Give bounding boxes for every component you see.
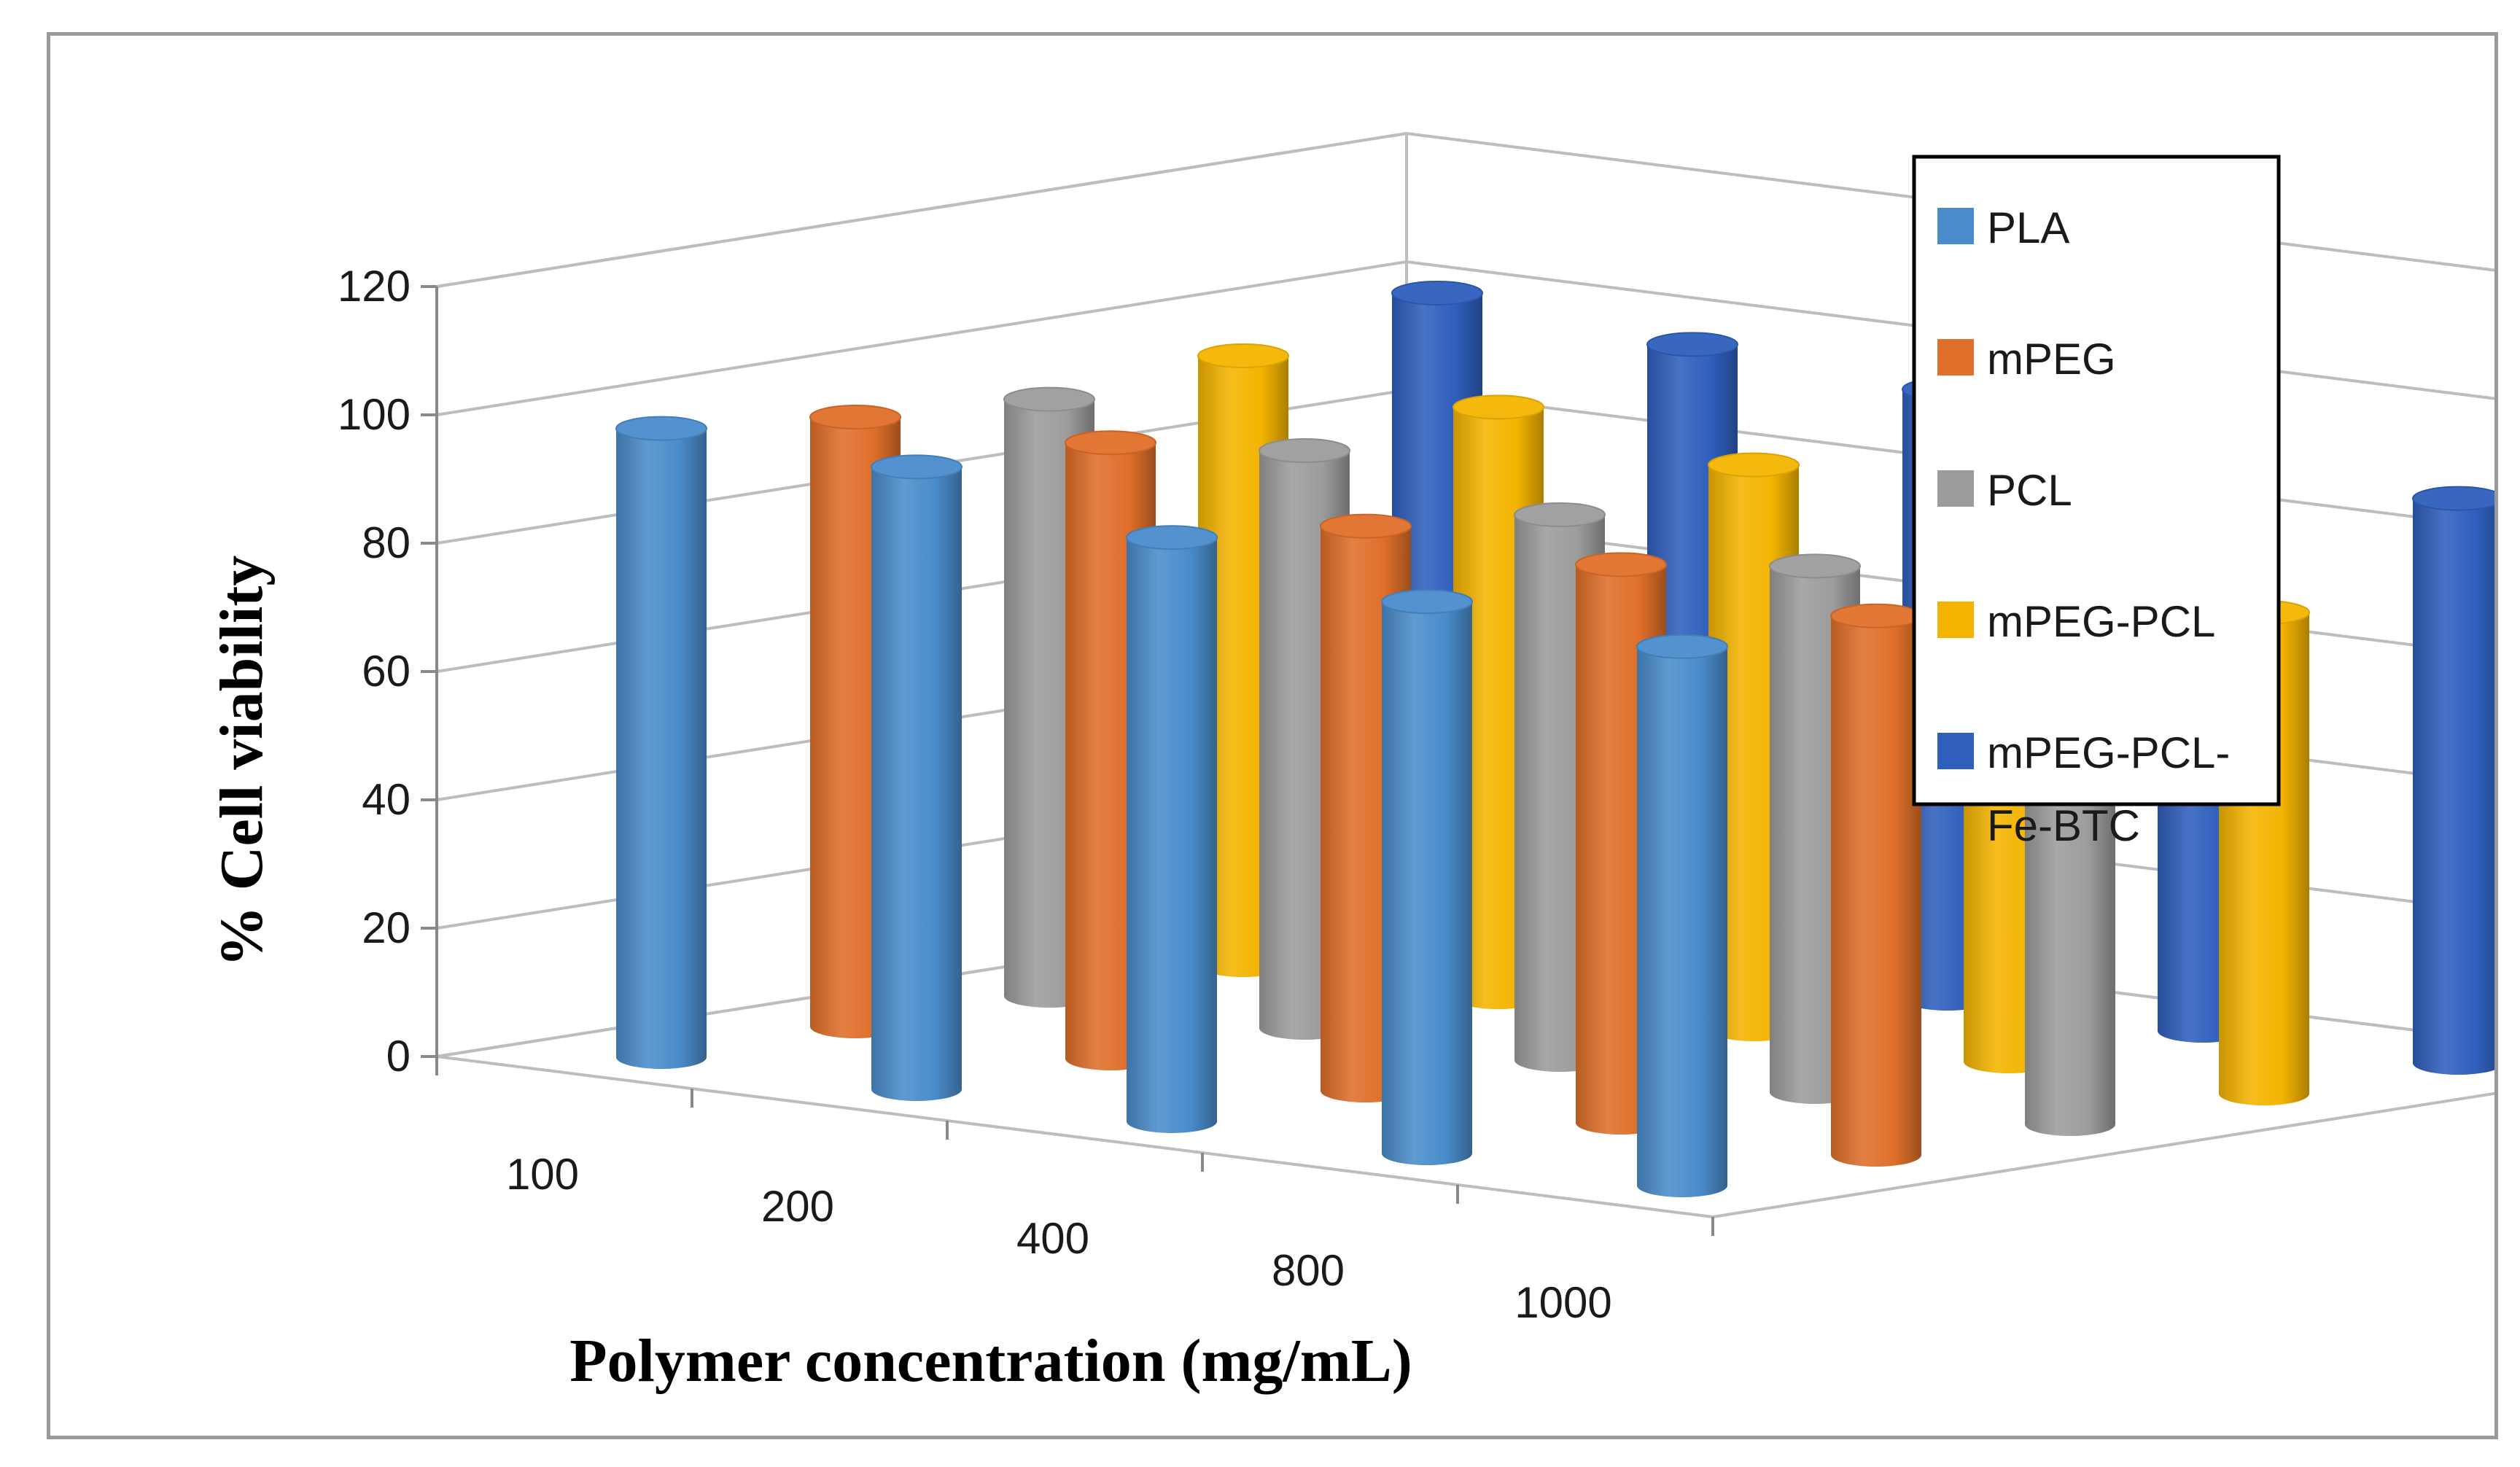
bars-group [615, 281, 2494, 1197]
axis-labels: % Cell viability Polymer concentration (… [208, 556, 1412, 1395]
bar-top [1636, 634, 1728, 659]
bar-top [1708, 452, 1800, 478]
bar-top [1003, 386, 1095, 412]
bar-body [1637, 646, 1727, 1197]
bar-top [1391, 281, 1483, 306]
bar-top [1126, 525, 1218, 550]
x-tick-label: 400 [1016, 1214, 1089, 1263]
y-tick-label: 40 [362, 775, 411, 824]
bar-top [1452, 394, 1544, 420]
y-tick-label: 80 [362, 518, 411, 567]
floor-front-edge [436, 1055, 1714, 1218]
chart-frame: 0 20 40 60 80 100 120 100 200 400 800 1000 % Cell v… [47, 32, 2498, 1439]
bar-top [1514, 502, 1606, 527]
chart-canvas: 0 20 40 60 80 100 120 100 200 400 800 1000 % Cell v… [208, 131, 2494, 1395]
bar-top [1065, 430, 1156, 456]
y-tick-label: 0 [386, 1032, 411, 1081]
legend-label: PCL [1987, 466, 2072, 515]
bar-top [2412, 486, 2494, 511]
bar-body [1382, 602, 1472, 1165]
bar-PLA-200 [871, 454, 962, 1101]
bar-top [1769, 553, 1861, 579]
y-tick-label: 120 [338, 262, 411, 311]
x-tick-label: 800 [1272, 1246, 1345, 1295]
x-tick-label: 1000 [1514, 1278, 1611, 1327]
legend-label: mPEG-PCL- [1987, 728, 2230, 777]
legend: PLA mPEG PCL mPEG-PCL mPEG-PCL- Fe-BTC [1912, 155, 2281, 850]
bar-top [809, 405, 901, 429]
legend-swatch [1937, 470, 1974, 507]
bar-body [871, 467, 962, 1101]
y-tick-label: 100 [338, 390, 411, 439]
bar-PLA-100 [615, 416, 707, 1069]
x-axis-label: Polymer concentration (mg/mL) [569, 1327, 1412, 1395]
legend-box [1912, 155, 2281, 806]
legend-label: mPEG [1987, 335, 2116, 384]
y-tick-label: 60 [362, 647, 411, 696]
bar-body [1831, 615, 1921, 1167]
bar-PLA-1000 [1636, 634, 1728, 1197]
bar-body [616, 428, 707, 1069]
legend-swatch [1937, 208, 1974, 244]
axes: 0 20 40 60 80 100 120 100 200 400 800 1000 [338, 262, 1714, 1327]
x-tick-label: 200 [761, 1182, 834, 1231]
bar-top [1259, 438, 1350, 463]
bar-top [1575, 552, 1667, 577]
y-axis-label: % Cell viability [208, 556, 276, 968]
bar-top [871, 454, 962, 480]
legend-label: PLA [1987, 203, 2069, 252]
legend-swatch [1937, 602, 1974, 638]
bar-PLA-800 [1381, 589, 1473, 1165]
bar-top [1830, 603, 1922, 629]
bar-top [1320, 513, 1412, 539]
bar-body [1127, 537, 1217, 1133]
bar-top [1381, 589, 1473, 615]
legend-label: mPEG-PCL [1987, 597, 2215, 646]
y-tick-label: 20 [362, 903, 411, 952]
bar-body [2413, 498, 2494, 1075]
legend-swatch [1937, 339, 1974, 375]
floor-right-edge [1712, 1092, 2494, 1218]
bar-PLA-400 [1126, 525, 1218, 1133]
legend-swatch [1937, 733, 1974, 769]
bar-top [1646, 332, 1738, 357]
legend-label: Fe-BTC [1987, 801, 2140, 850]
bar-top [615, 416, 707, 441]
bar-mPEG-1000 [1830, 603, 1922, 1167]
bar-mPEG-PCL-Fe-BTC-1000 [2412, 486, 2494, 1075]
bar-top [1197, 343, 1289, 368]
x-tick-label: 100 [506, 1150, 579, 1199]
